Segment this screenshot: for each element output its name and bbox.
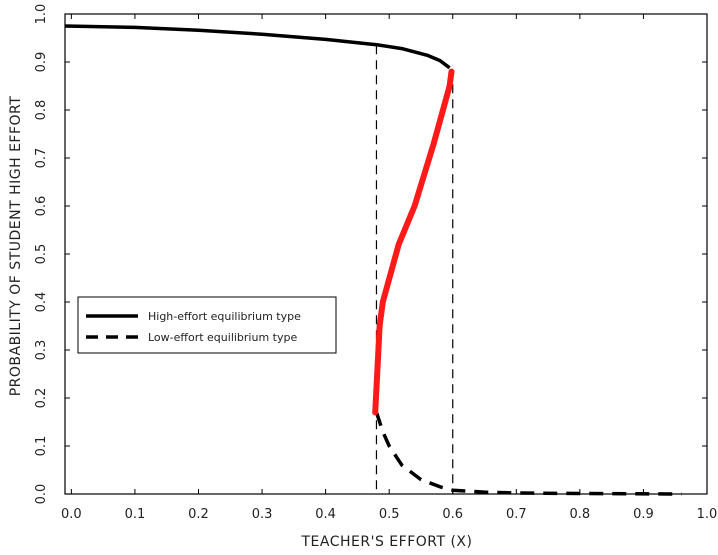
y-tick-label: 0.7 — [34, 148, 49, 169]
x-tick-label: 0.8 — [570, 507, 591, 522]
legend-label: High-effort equilibrium type — [148, 310, 301, 323]
plot-area — [64, 13, 708, 495]
x-tick-label: 0.7 — [506, 507, 527, 522]
x-tick-label: 0.4 — [315, 507, 336, 522]
x-tick-label: 0.0 — [61, 507, 82, 522]
y-tick-label: 0.5 — [34, 244, 49, 265]
legend: High-effort equilibrium type Low-effort e… — [77, 296, 337, 354]
y-tick-label: 0.8 — [34, 100, 49, 121]
x-tick-label: 0.3 — [252, 507, 273, 522]
legend-label: Low-effort equilibrium type — [148, 331, 297, 344]
y-tick-label: 0.3 — [34, 340, 49, 361]
y-tick-label: 0.4 — [34, 292, 49, 313]
y-tick-label: 0.0 — [34, 484, 49, 505]
x-tick-label: 0.1 — [125, 507, 146, 522]
x-tick-label: 0.9 — [633, 507, 654, 522]
low-effort-series-line — [374, 411, 682, 496]
legend-box — [77, 296, 337, 354]
y-tick-label: 0.1 — [34, 436, 49, 457]
plot-frame — [64, 13, 708, 495]
unstable-branch-line — [372, 68, 455, 416]
x-tick-label: 1.0 — [697, 507, 718, 522]
x-tick-label: 0.5 — [379, 507, 400, 522]
series-layer — [64, 24, 682, 496]
y-tick-label: 0.9 — [34, 52, 49, 73]
y-tick-label: 0.6 — [34, 196, 49, 217]
x-tick-label: 0.6 — [442, 507, 463, 522]
y-tick-label: 0.2 — [34, 388, 49, 409]
high-effort-series-line — [64, 24, 451, 70]
x-axis-title: TEACHER'S EFFORT (X) — [301, 534, 473, 550]
y-axis-title: PROBABILITY OF STUDENT HIGH EFFORT — [8, 96, 24, 397]
ticks-layer: 0.0 0.1 0.2 0.3 0.4 0.5 0.6 0.7 0.8 0.9 1.0 0.0 0.1 0… — [34, 4, 717, 522]
y-tick-label: 1.0 — [34, 4, 49, 25]
x-tick-label: 0.2 — [188, 507, 209, 522]
